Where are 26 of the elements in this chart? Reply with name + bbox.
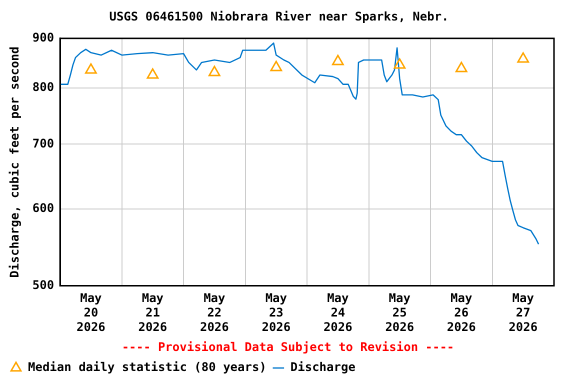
point: [455, 62, 468, 72]
x-tick-label: May 27 2026: [508, 291, 538, 334]
x-tick-label: May 24 2026: [323, 291, 352, 334]
y-tick-label: 800: [32, 80, 54, 94]
y-tick-label: 900: [32, 30, 54, 45]
y-tick-label: 600: [32, 201, 54, 216]
x-tick-label: May 26 2026: [446, 291, 476, 334]
point: [517, 52, 530, 63]
point: [270, 60, 282, 72]
legend-label: Discharge: [290, 360, 356, 374]
legend-label: Median daily statistic (80 years): [28, 360, 266, 374]
x-tick-label: May 22 2026: [200, 291, 229, 334]
point: [332, 54, 344, 66]
x-tick-label: May 21 2026: [138, 291, 168, 334]
y-tick-label: 700: [32, 136, 54, 150]
point: [146, 68, 159, 79]
x-tick-label: May 20 2026: [76, 291, 106, 334]
point: [394, 58, 406, 69]
y-tick-label: 500: [32, 278, 54, 292]
point: [85, 63, 97, 74]
x-tick-label: May 23 2026: [262, 291, 291, 334]
point: [208, 66, 220, 76]
chart-title: USGS 06461500 Niobrara River near Sparks, Nebr.: [109, 9, 449, 24]
y-axis-title: Discharge, cubic feet per second: [7, 46, 22, 278]
text: ---- Provisional Data Subject to Revision ----: [122, 340, 454, 354]
x-tick-label: May 25 2026: [385, 291, 414, 334]
